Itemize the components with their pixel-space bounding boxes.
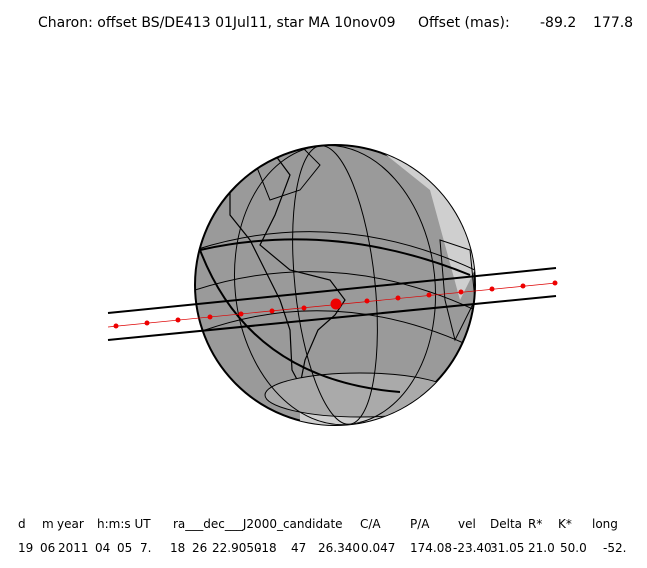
cell: 2011 <box>58 541 89 555</box>
cell: 174.08 <box>410 541 452 555</box>
column-header: ra___dec___J2000_candidate <box>173 517 343 531</box>
column-header: d <box>18 517 26 531</box>
column-header: year <box>57 517 84 531</box>
cell: 19 <box>18 541 33 555</box>
table-header: d m year h:m:s UT ra___dec___J2000_candi… <box>18 517 618 531</box>
offset-value: -89.2 <box>540 15 576 31</box>
cell: 04 <box>95 541 110 555</box>
cell: 22.9050 <box>212 541 262 555</box>
column-header: m <box>42 517 54 531</box>
table-row: 19 06 2011 04 05 7. 18 26 22.9050 -18 47… <box>18 541 626 555</box>
column-header: P/A <box>410 517 430 531</box>
shadow-path <box>107 267 558 341</box>
column-header: h:m:s UT <box>97 517 151 531</box>
column-header: Delta <box>490 517 522 531</box>
cell: 05 <box>117 541 132 555</box>
cell: 0.047 <box>361 541 395 555</box>
column-header: vel <box>458 517 476 531</box>
cell: 50.0 <box>560 541 587 555</box>
column-header: K* <box>558 517 572 531</box>
column-header: R* <box>528 517 542 531</box>
cell: -18 <box>257 541 277 555</box>
offset-value: 177.8 <box>593 15 633 31</box>
cell: 47 <box>291 541 306 555</box>
cell: -23.40 <box>453 541 492 555</box>
cell: -52. <box>603 541 626 555</box>
column-header: long <box>592 517 618 531</box>
column-header: C/A <box>360 517 381 531</box>
cell: 26.340 <box>318 541 360 555</box>
cell: 31.05 <box>490 541 524 555</box>
cell: 26 <box>192 541 207 555</box>
offset-label: Offset (mas): <box>418 15 510 31</box>
cell: 21.0 <box>528 541 555 555</box>
cell: 06 <box>40 541 55 555</box>
cell: 18 <box>170 541 185 555</box>
cell: 7. <box>140 541 151 555</box>
title: Charon: offset BS/DE413 01Jul11, star MA… <box>38 15 396 31</box>
